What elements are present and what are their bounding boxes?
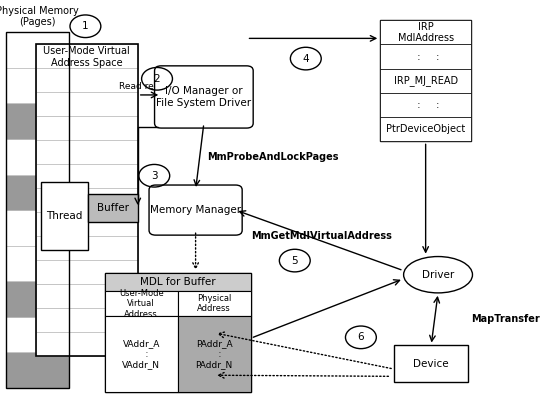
Text: Read request: Read request xyxy=(120,82,180,91)
Bar xyxy=(88,194,138,222)
Text: :     :: : : xyxy=(412,100,440,110)
Bar xyxy=(177,291,251,316)
Text: IRP_MJ_READ: IRP_MJ_READ xyxy=(393,76,458,86)
Bar xyxy=(380,117,471,141)
Bar xyxy=(105,291,177,316)
Bar xyxy=(6,210,69,246)
Text: MapTransfer: MapTransfer xyxy=(471,314,540,324)
Bar xyxy=(36,92,138,116)
Bar xyxy=(6,103,69,139)
Ellipse shape xyxy=(403,257,473,293)
Text: 1: 1 xyxy=(82,21,89,31)
Bar xyxy=(380,93,471,117)
FancyBboxPatch shape xyxy=(149,185,242,235)
Text: 2: 2 xyxy=(154,74,160,84)
Bar xyxy=(36,140,138,164)
Text: Memory Manager: Memory Manager xyxy=(150,205,241,215)
Text: MmGetMdlVirtualAddress: MmGetMdlVirtualAddress xyxy=(251,231,392,241)
Text: Device: Device xyxy=(413,359,449,368)
Text: Physical
Address: Physical Address xyxy=(197,294,231,314)
Bar xyxy=(36,236,138,260)
Bar xyxy=(177,316,251,392)
Text: PtrDeviceObject: PtrDeviceObject xyxy=(386,124,465,134)
Bar xyxy=(36,308,138,332)
Text: 6: 6 xyxy=(358,332,364,342)
Bar xyxy=(105,273,251,392)
Bar xyxy=(6,32,69,388)
Bar xyxy=(394,345,468,382)
Bar xyxy=(105,316,177,392)
Text: Driver: Driver xyxy=(422,270,454,280)
Bar xyxy=(105,273,251,291)
Bar xyxy=(6,281,69,317)
Bar xyxy=(380,69,471,93)
Text: 5: 5 xyxy=(291,256,298,265)
Bar xyxy=(41,182,88,250)
Text: IRP
MdlAddress: IRP MdlAddress xyxy=(398,21,453,43)
Bar xyxy=(36,68,138,92)
Bar xyxy=(36,284,138,308)
Bar xyxy=(36,116,138,140)
Bar xyxy=(36,188,138,212)
FancyBboxPatch shape xyxy=(154,66,253,128)
Bar xyxy=(380,20,471,141)
Bar xyxy=(36,212,138,236)
Text: Thread: Thread xyxy=(46,211,83,221)
Bar xyxy=(6,246,69,281)
Bar xyxy=(6,139,69,175)
Text: MmProbeAndLockPages: MmProbeAndLockPages xyxy=(207,152,338,162)
Bar xyxy=(36,260,138,284)
Bar xyxy=(6,32,69,68)
Bar xyxy=(6,68,69,103)
Text: I/O Manager or
File System Driver: I/O Manager or File System Driver xyxy=(156,86,251,108)
Bar xyxy=(36,44,138,356)
Bar xyxy=(6,175,69,210)
Bar xyxy=(380,20,471,44)
Bar xyxy=(6,317,69,352)
Bar xyxy=(36,164,138,188)
Text: User-Mode Virtual
Address Space: User-Mode Virtual Address Space xyxy=(44,46,130,68)
Bar xyxy=(380,44,471,69)
Bar xyxy=(36,332,138,356)
Text: User-Mode
Virtual
Address: User-Mode Virtual Address xyxy=(119,289,164,319)
Text: 4: 4 xyxy=(302,54,309,63)
Text: :     :: : : xyxy=(412,52,440,61)
Bar xyxy=(36,44,138,68)
Text: Physical Memory
(Pages): Physical Memory (Pages) xyxy=(0,6,79,27)
Text: MDL for Buffer: MDL for Buffer xyxy=(140,277,215,287)
Text: PAddr_A
    :
PAddr_N: PAddr_A : PAddr_N xyxy=(196,339,233,369)
Text: 3: 3 xyxy=(151,171,158,181)
Bar xyxy=(6,352,69,388)
Text: VAddr_A
    :
VAddr_N: VAddr_A : VAddr_N xyxy=(122,339,160,369)
Text: Buffer: Buffer xyxy=(97,203,129,213)
